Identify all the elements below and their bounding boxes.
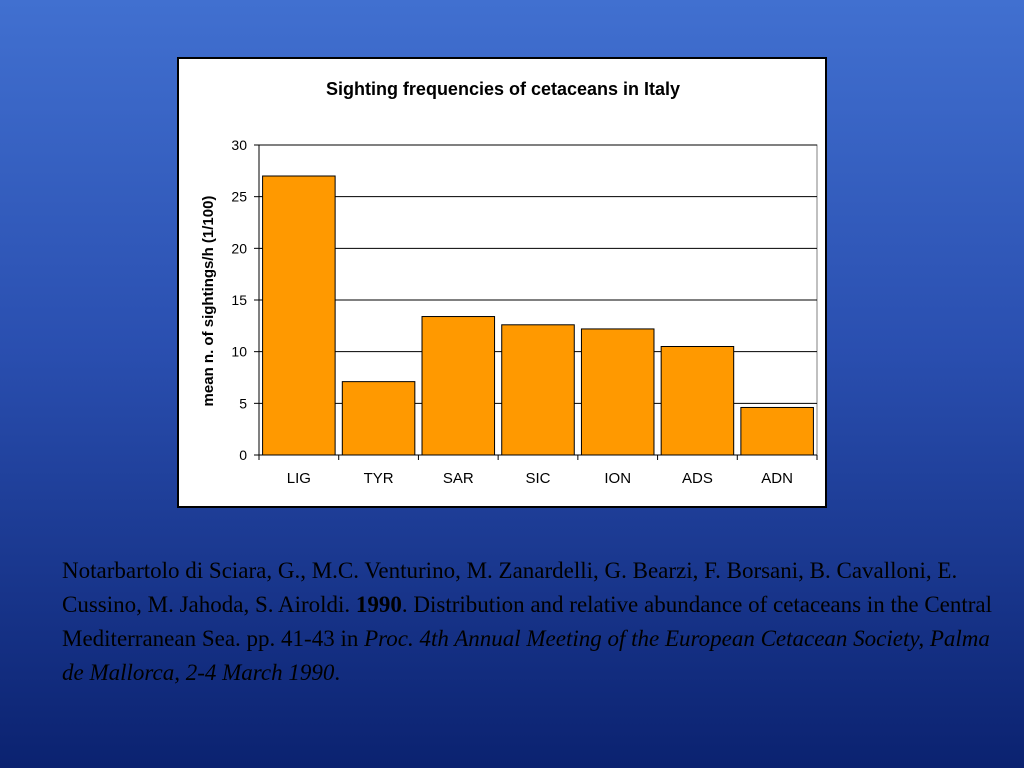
citation-title: . Distribution and relative abundance of… bbox=[62, 592, 993, 651]
plot-area: 0 5 10 15 20 25 30 LIG TYR SAR SIC ION ADS ADN bbox=[231, 137, 818, 487]
y-tick-label: 25 bbox=[231, 189, 247, 205]
citation-text: Notarbartolo di Sciara, G., M.C. Venturi… bbox=[62, 554, 1002, 690]
bar-chart: Sighting frequencies of cetaceans in Ita… bbox=[200, 79, 818, 487]
x-tick-label: SIC bbox=[525, 470, 550, 487]
bar-sar bbox=[421, 316, 496, 456]
citation-year: 1990 bbox=[355, 592, 402, 617]
bar-tyr bbox=[341, 381, 416, 456]
citation-journal: Proc. 4th Annual Meeting of the European… bbox=[62, 626, 990, 685]
x-tick-label: LIG bbox=[287, 470, 311, 487]
citation-authors: Notarbartolo di Sciara, G., M.C. Venturi… bbox=[62, 558, 958, 617]
x-tick-label: ADN bbox=[761, 470, 793, 487]
bar-lig bbox=[262, 175, 336, 456]
chart-title: Sighting frequencies of cetaceans in Ita… bbox=[326, 79, 680, 99]
bar-ads bbox=[660, 346, 735, 456]
x-tick-label: ION bbox=[604, 470, 631, 487]
x-tick-label: ADS bbox=[682, 470, 713, 487]
bar-sic bbox=[501, 324, 575, 456]
chart-panel: Sighting frequencies of cetaceans in Ita… bbox=[177, 57, 827, 508]
bar-adn bbox=[740, 406, 814, 456]
y-tick-label: 0 bbox=[239, 447, 247, 463]
citation-end: . bbox=[334, 660, 341, 685]
y-tick-label: 10 bbox=[231, 344, 247, 360]
bar-ion bbox=[580, 328, 655, 456]
y-tick-label: 5 bbox=[239, 395, 247, 411]
y-tick-label: 20 bbox=[231, 240, 247, 256]
y-tick-label: 30 bbox=[231, 137, 247, 153]
y-tick-label: 15 bbox=[231, 292, 247, 308]
x-tick-label: SAR bbox=[443, 470, 474, 487]
x-tick-label: TYR bbox=[364, 470, 394, 487]
y-axis-label: mean n. of sightings/h (1/100) bbox=[200, 196, 217, 407]
